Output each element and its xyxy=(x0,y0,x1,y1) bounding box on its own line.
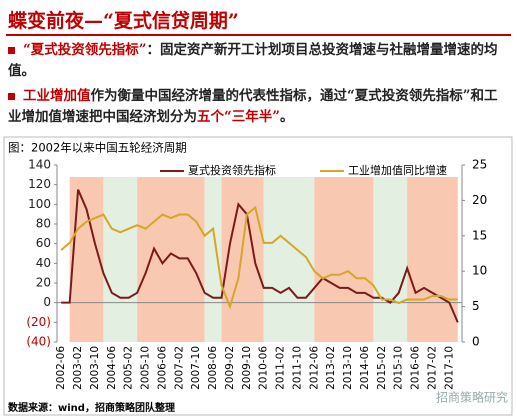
x-tick-label: 2015-10 xyxy=(393,346,405,390)
x-tick-label: 2017-10 xyxy=(443,346,455,390)
period-band xyxy=(314,177,374,342)
x-tick-label: 2002-06 xyxy=(55,346,67,390)
x-tick-label: 2013-02 xyxy=(325,346,337,390)
title-rule xyxy=(6,34,511,36)
x-tick-label: 2005-02 xyxy=(123,346,135,390)
period-band xyxy=(407,177,458,342)
y-tick-label: 120 xyxy=(28,177,51,191)
y2-tick-label: 25 xyxy=(472,158,487,172)
legend-label: 夏式投资领先指标 xyxy=(188,163,276,177)
bullet-text: “夏式投资领先指标” xyxy=(23,42,147,58)
y2-tick-label: 0 xyxy=(472,335,480,349)
x-tick-label: 2004-06 xyxy=(106,346,118,390)
slide-title: 蝶变前夜—“夏式信贷周期” xyxy=(8,10,239,32)
x-tick-label: 2017-02 xyxy=(426,346,438,390)
y-tick-label: (40) xyxy=(26,335,51,349)
series-line xyxy=(60,205,458,310)
chart-title: 图：2002年以来中国五轮经济周期 xyxy=(8,141,187,155)
x-tick-label: 2014-06 xyxy=(359,346,371,390)
x-tick-label: 2012-06 xyxy=(308,346,320,390)
x-tick-label: 2003-02 xyxy=(72,346,84,390)
period-band xyxy=(137,177,205,342)
y-tick-label: 60 xyxy=(36,236,51,250)
period-band xyxy=(103,177,138,342)
period-band xyxy=(69,177,104,342)
bullet-text: 五个 xyxy=(197,109,224,125)
legend-label: 工业增加值同比增速 xyxy=(348,163,447,177)
y-tick-label: (20) xyxy=(26,315,51,329)
x-tick-label: 2009-10 xyxy=(241,346,253,390)
x-tick-label: 2007-10 xyxy=(190,346,202,390)
watermark: 招商策略研究 xyxy=(436,390,508,405)
x-tick-label: 2010-06 xyxy=(258,346,270,390)
source: 数据来源：wind，招商策略团队整理 xyxy=(8,401,175,414)
bullet-text: 作为衡量中国经济增量的代表性指标，通过“夏式投资领先指标”和工业增加值增速把中国… xyxy=(8,88,498,125)
x-tick-label: 2013-10 xyxy=(342,346,354,390)
period-band xyxy=(263,177,315,342)
y-tick-label: 80 xyxy=(36,217,51,231)
x-tick-label: 2015-02 xyxy=(376,346,388,390)
period-band xyxy=(221,177,264,342)
x-tick-label: 2007-02 xyxy=(173,346,185,390)
x-tick-label: 2016-06 xyxy=(410,346,422,390)
y2-tick-label: 10 xyxy=(472,264,487,278)
x-tick-label: 2008-06 xyxy=(207,346,219,390)
x-tick-label: 2009-02 xyxy=(224,346,236,390)
chart-frame xyxy=(3,136,513,416)
bullet-text: ：固定资产新开工计划项目总投资增速与社融增量增速的均值。 xyxy=(8,42,498,79)
y-tick-label: 140 xyxy=(28,158,51,172)
y-tick-label: 40 xyxy=(36,256,51,270)
y-tick-label: 100 xyxy=(28,197,51,211)
bullet-text: 。 xyxy=(280,109,294,125)
x-tick-label: 2006-06 xyxy=(156,346,168,390)
x-tick-label: 2005-10 xyxy=(140,346,152,390)
x-tick-label: 2011-02 xyxy=(275,346,287,390)
y-tick-label: 0 xyxy=(43,295,51,309)
bullet-text: “三年半” xyxy=(224,109,281,125)
y2-tick-label: 20 xyxy=(472,193,487,207)
period-band xyxy=(373,177,408,342)
bullet: “夏式投资领先指标”：固定资产新开工计划项目总投资增速与社融增量增速的均值。 xyxy=(8,40,508,82)
y2-tick-label: 5 xyxy=(472,299,480,313)
bullet: 工业增加值作为衡量中国经济增量的代表性指标，通过“夏式投资领先指标”和工业增加值… xyxy=(8,86,508,128)
bullet-text: 工业增加值 xyxy=(23,88,91,104)
y2-tick-label: 15 xyxy=(472,228,487,242)
x-tick-label: 2003-10 xyxy=(89,346,101,390)
period-band xyxy=(204,177,222,342)
y-tick-label: 20 xyxy=(36,276,51,290)
x-tick-label: 2011-10 xyxy=(291,346,303,390)
